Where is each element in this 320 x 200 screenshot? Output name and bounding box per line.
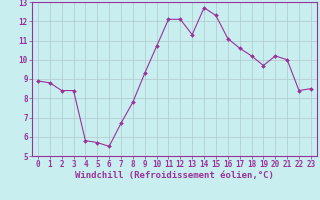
X-axis label: Windchill (Refroidissement éolien,°C): Windchill (Refroidissement éolien,°C) xyxy=(75,171,274,180)
